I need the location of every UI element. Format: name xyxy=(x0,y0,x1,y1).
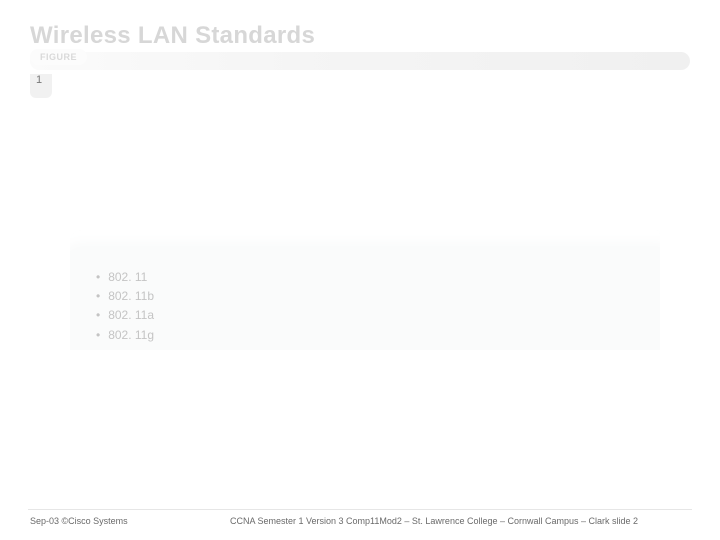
list-item: 802. 11 xyxy=(96,268,154,287)
footer-left: Sep-03 ©Cisco Systems xyxy=(30,516,128,526)
slide: Wireless LAN Standards FIGURE 1 802. 11 … xyxy=(0,0,720,540)
list-item: 802. 11g xyxy=(96,326,154,345)
list-item: 802. 11b xyxy=(96,287,154,306)
list-item: 802. 11a xyxy=(96,306,154,325)
footer-right: CCNA Semester 1 Version 3 Comp11Mod2 – S… xyxy=(230,516,638,526)
figure-number: 1 xyxy=(36,74,42,86)
content-panel xyxy=(70,230,660,350)
figure-band xyxy=(30,52,690,70)
slide-title: Wireless LAN Standards xyxy=(30,22,315,50)
figure-tag: FIGURE xyxy=(30,49,87,65)
standards-list: 802. 11 802. 11b 802. 11a 802. 11g xyxy=(96,268,154,345)
footer-divider xyxy=(28,509,692,510)
